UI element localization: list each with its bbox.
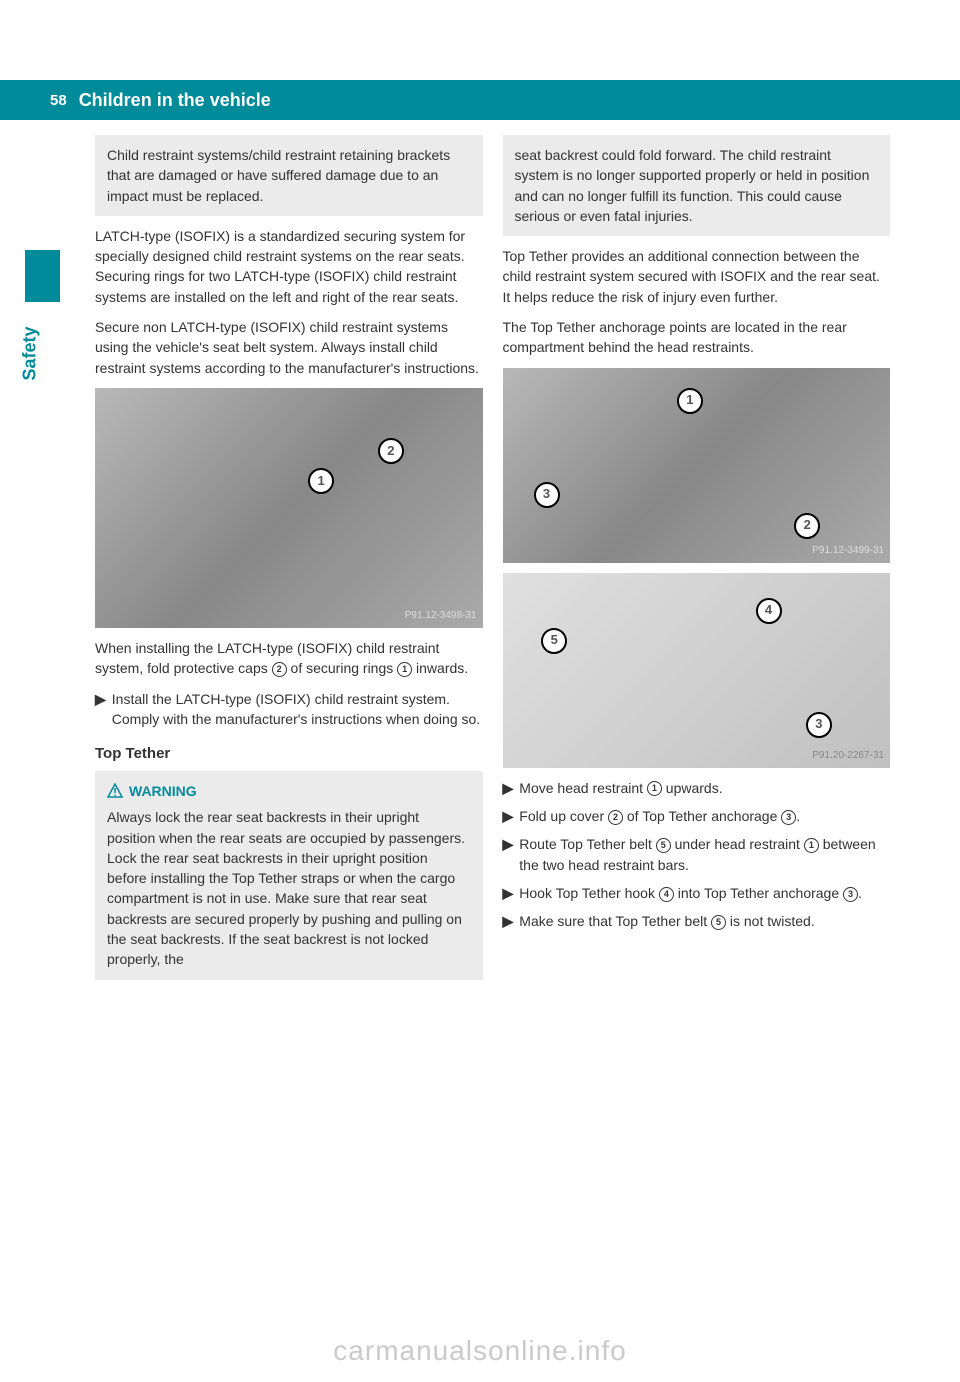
- left-column: Child restraint systems/child restraint …: [95, 135, 483, 990]
- text-span: .: [858, 885, 862, 901]
- step-move-headrest: ▶ Move head restraint 1 upwards.: [503, 778, 891, 798]
- step-arrow-icon: ▶: [95, 689, 106, 730]
- warning-box-backrest: WARNING Always lock the rear seat backre…: [95, 771, 483, 980]
- content-area: Child restraint systems/child restraint …: [0, 120, 960, 990]
- paragraph-secure-non-latch: Secure non LATCH-type (ISOFIX) child res…: [95, 317, 483, 378]
- text-span: Route Top Tether belt: [519, 836, 655, 852]
- text-span: of Top Tether anchorage: [623, 808, 781, 824]
- subsection-top-tether: Top Tether: [95, 743, 483, 765]
- step-text: Make sure that Top Tether belt 5 is not …: [519, 911, 814, 931]
- figure-id: P91.12-3499-31: [812, 544, 884, 559]
- step-text: Move head restraint 1 upwards.: [519, 778, 722, 798]
- text-span: into Top Tether anchorage: [674, 885, 843, 901]
- info-box-damaged: Child restraint systems/child restraint …: [95, 135, 483, 216]
- header-title: Children in the vehicle: [79, 90, 271, 111]
- paragraph-latch-description: LATCH-type (ISOFIX) is a standardized se…: [95, 226, 483, 307]
- step-arrow-icon: ▶: [503, 834, 514, 875]
- ref-num: 4: [659, 887, 674, 902]
- paragraph-anchorage-location: The Top Tether anchorage points are loca…: [503, 317, 891, 358]
- warning-heading: WARNING: [107, 781, 471, 801]
- text-span: of securing rings: [287, 660, 398, 676]
- callout-marker-5: 5: [541, 628, 567, 654]
- info-box-continuation: seat backrest could fold forward. The ch…: [503, 135, 891, 236]
- step-text: Hook Top Tether hook 4 into Top Tether a…: [519, 883, 862, 903]
- text-span: Make sure that Top Tether belt: [519, 913, 711, 929]
- step-fold-cover: ▶ Fold up cover 2 of Top Tether anchorag…: [503, 806, 891, 826]
- step-text: Install the LATCH-type (ISOFIX) child re…: [112, 689, 483, 730]
- step-text: Route Top Tether belt 5 under head restr…: [519, 834, 890, 875]
- step-arrow-icon: ▶: [503, 778, 514, 798]
- ref-num: 3: [843, 887, 858, 902]
- warning-icon: [107, 783, 123, 799]
- step-hook-tether: ▶ Hook Top Tether hook 4 into Top Tether…: [503, 883, 891, 903]
- right-column: seat backrest could fold forward. The ch…: [503, 135, 891, 990]
- paragraph-top-tether-desc: Top Tether provides an additional connec…: [503, 246, 891, 307]
- ref-2: 2: [272, 662, 287, 677]
- figure-headrest-anchorage: 1 2 3 P91.12-3499-31: [503, 368, 891, 563]
- text-span: Fold up cover: [519, 808, 608, 824]
- ref-num: 5: [711, 915, 726, 930]
- ref-1: 1: [397, 662, 412, 677]
- step-text: Fold up cover 2 of Top Tether anchorage …: [519, 806, 800, 826]
- watermark: carmanualsonline.info: [0, 1335, 960, 1367]
- ref-num: 2: [608, 810, 623, 825]
- text-span: under head restraint: [671, 836, 804, 852]
- callout-marker-1: 1: [677, 388, 703, 414]
- ref-num: 3: [781, 810, 796, 825]
- figure-tether-belt: 4 5 3 P91.20-2267-31: [503, 573, 891, 768]
- callout-marker-2: 2: [378, 438, 404, 464]
- page-number: 58: [50, 92, 67, 109]
- ref-num: 1: [647, 781, 662, 796]
- callout-marker-4: 4: [756, 598, 782, 624]
- callout-marker-3: 3: [806, 712, 832, 738]
- page-header: 58 Children in the vehicle: [0, 80, 960, 120]
- step-arrow-icon: ▶: [503, 883, 514, 903]
- side-tab-box: [25, 250, 60, 302]
- callout-marker-3: 3: [534, 482, 560, 508]
- ref-num: 1: [804, 838, 819, 853]
- step-arrow-icon: ▶: [503, 911, 514, 931]
- callout-marker-1: 1: [308, 468, 334, 494]
- step-install-latch: ▶ Install the LATCH-type (ISOFIX) child …: [95, 689, 483, 730]
- side-section-label: Safety: [20, 326, 41, 380]
- warning-label: WARNING: [129, 781, 197, 801]
- callout-marker-2: 2: [794, 513, 820, 539]
- step-check-twist: ▶ Make sure that Top Tether belt 5 is no…: [503, 911, 891, 931]
- text-span: Move head restraint: [519, 780, 647, 796]
- text-span: inwards.: [412, 660, 468, 676]
- step-route-belt: ▶ Route Top Tether belt 5 under head res…: [503, 834, 891, 875]
- step-arrow-icon: ▶: [503, 806, 514, 826]
- text-span: Hook Top Tether hook: [519, 885, 659, 901]
- text-span: .: [796, 808, 800, 824]
- figure-isofix-seat: 1 2 P91.12-3498-31: [95, 388, 483, 628]
- figure-id: P91.20-2267-31: [812, 749, 884, 764]
- warning-text: Always lock the rear seat backrests in t…: [107, 807, 471, 969]
- paragraph-fold-caps: When installing the LATCH-type (ISOFIX) …: [95, 638, 483, 679]
- text-span: is not twisted.: [726, 913, 815, 929]
- text-span: upwards.: [662, 780, 723, 796]
- figure-id: P91.12-3498-31: [405, 609, 477, 624]
- ref-num: 5: [656, 838, 671, 853]
